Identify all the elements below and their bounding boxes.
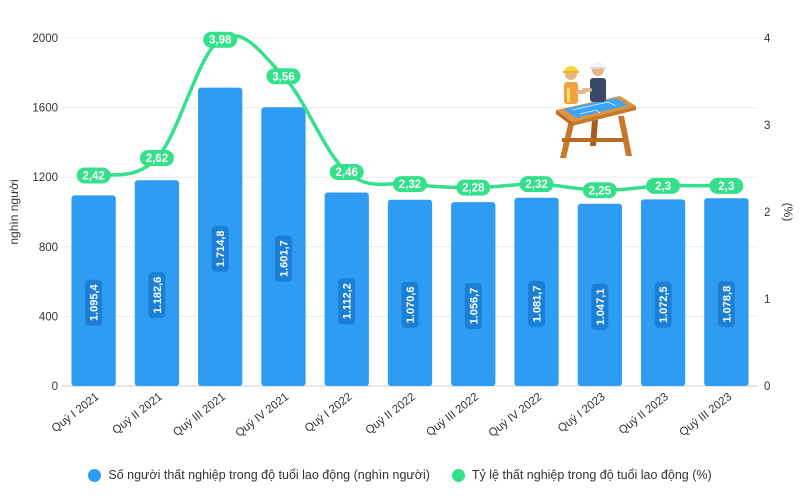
bar-value-badge xyxy=(654,281,672,328)
bar-value-text: 1.601,7 xyxy=(278,240,290,277)
y-tick-label: 2000 xyxy=(32,33,58,45)
line-point-badge xyxy=(76,167,111,184)
bar-value-text: 1.070,6 xyxy=(405,287,417,324)
bar-value-badge xyxy=(338,278,356,325)
line-point-badge xyxy=(139,150,174,167)
x-tick-label: Quý II 2021 xyxy=(111,391,165,437)
y2-tick-label: 0 xyxy=(764,381,770,393)
x-tick-label: Quý III 2022 xyxy=(424,391,481,439)
bar-value-text: 1.056,7 xyxy=(468,288,480,325)
bar-value-text: 1.714,8 xyxy=(215,230,227,267)
bar-value-label: 1.601,7 xyxy=(274,235,292,282)
line-point-label: 2,46 xyxy=(336,167,358,179)
line-point-badge xyxy=(519,176,554,193)
y-tick-label: 400 xyxy=(39,311,58,323)
x-tick-label: Quý III 2021 xyxy=(171,391,228,439)
line-point-badge xyxy=(456,179,491,196)
legend-marker-line xyxy=(451,468,465,482)
legend-marker-bar xyxy=(88,468,102,482)
line-point-badge xyxy=(203,31,238,48)
bar-value-badge xyxy=(85,279,103,326)
y-axis-title: nghìn người xyxy=(7,179,21,244)
bar-value-badge xyxy=(591,283,609,330)
line-point-label: 2,32 xyxy=(399,179,421,191)
x-tick-label: Quý III 2023 xyxy=(677,391,734,439)
line-point-label: 2,3 xyxy=(718,181,734,193)
line-point-label: 2,42 xyxy=(82,170,104,182)
bar-value-label: 1.714,8 xyxy=(211,225,229,272)
x-tick-label: Quý I 2021 xyxy=(50,391,102,435)
line-point-badge xyxy=(329,163,364,180)
line-series: 2,42 2,62 3,98 3,56 2,46 2,32 2,28 2,32 2,25 2,3 2… xyxy=(76,31,744,199)
y-tick-label: 800 xyxy=(39,242,58,254)
y2-tick-label: 1 xyxy=(764,294,770,306)
legend-label-bar: Số người thất nghiệp trong độ tuổi lao đ… xyxy=(108,468,430,482)
bar-value-badge xyxy=(274,235,292,282)
bar-series: 1.095,4 1.182,6 1.714,8 1.601,7 1.112,2 1.070… xyxy=(71,87,749,386)
bar-value-text: 1.072,5 xyxy=(658,286,670,323)
x-tick-label: Quý I 2022 xyxy=(303,391,355,435)
y2-tick-label: 2 xyxy=(764,207,770,219)
x-tick-label: Quý II 2023 xyxy=(617,391,671,437)
line-point-label: 2,25 xyxy=(589,185,612,197)
line-point-label: 2,3 xyxy=(655,181,671,193)
bar-value-text: 1.095,4 xyxy=(89,283,101,321)
bar-value-text: 1.078,8 xyxy=(721,286,733,323)
y-tick-label: 1600 xyxy=(32,103,58,115)
line-point-label: 3,56 xyxy=(272,71,294,83)
bar-value-badge xyxy=(528,280,546,327)
bar-value-label: 1.078,8 xyxy=(717,281,735,328)
chart-legend: Số người thất nghiệp trong độ tuổi lao đ… xyxy=(0,460,800,490)
line-point-badge xyxy=(266,68,301,85)
workers-with-blueprint-icon xyxy=(552,58,640,162)
line-point-badge xyxy=(393,176,427,193)
bar-value-text: 1.081,7 xyxy=(532,286,544,323)
bar-value-badge xyxy=(211,225,229,272)
y2-tick-label: 4 xyxy=(764,33,771,45)
bar-value-label: 1.182,6 xyxy=(148,272,166,319)
bar-value-label: 1.047,1 xyxy=(591,283,609,330)
x-tick-label: Quý IV 2022 xyxy=(487,391,545,440)
bar-value-label: 1.081,7 xyxy=(528,280,546,327)
bar-value-label: 1.072,5 xyxy=(654,281,672,328)
line-point-label: 2,32 xyxy=(525,179,547,191)
x-tick-label: Quý II 2022 xyxy=(364,391,418,437)
line-point-label: 2,28 xyxy=(462,183,485,195)
x-tick-label: Quý I 2023 xyxy=(556,391,608,435)
bar-value-text: 1.112,2 xyxy=(342,283,354,319)
bar-value-badge xyxy=(148,272,166,319)
bar-value-label: 1.070,6 xyxy=(401,281,419,328)
y-tick-label: 0 xyxy=(52,381,58,393)
legend-item-line[interactable]: Tỷ lệ thất nghiệp trong độ tuổi lao động… xyxy=(451,468,712,482)
line-point-label: 2,62 xyxy=(146,153,168,165)
x-tick-label: Quý IV 2021 xyxy=(234,391,292,440)
bar-value-badge xyxy=(401,281,419,328)
legend-label-line: Tỷ lệ thất nghiệp trong độ tuổi lao động… xyxy=(471,468,712,482)
line-point-badge xyxy=(709,177,744,194)
bar-value-text: 1.047,1 xyxy=(595,289,607,326)
line-point-label: 3,98 xyxy=(209,35,232,47)
line-point-badge xyxy=(582,182,617,199)
bar-value-label: 1.112,2 xyxy=(338,278,356,325)
bar-value-label: 1.056,7 xyxy=(464,283,482,330)
bar-value-text: 1.182,6 xyxy=(152,277,164,314)
bar-value-badge xyxy=(464,283,482,330)
legend-item-bar[interactable]: Số người thất nghiệp trong độ tuổi lao đ… xyxy=(88,468,430,482)
y2-tick-label: 3 xyxy=(764,120,770,132)
bar-value-badge xyxy=(717,281,735,328)
y-tick-label: 1200 xyxy=(32,172,58,184)
y2-axis-title: (%) xyxy=(781,203,795,222)
line-point-badge xyxy=(646,177,681,194)
bar-value-label: 1.095,4 xyxy=(85,279,103,326)
